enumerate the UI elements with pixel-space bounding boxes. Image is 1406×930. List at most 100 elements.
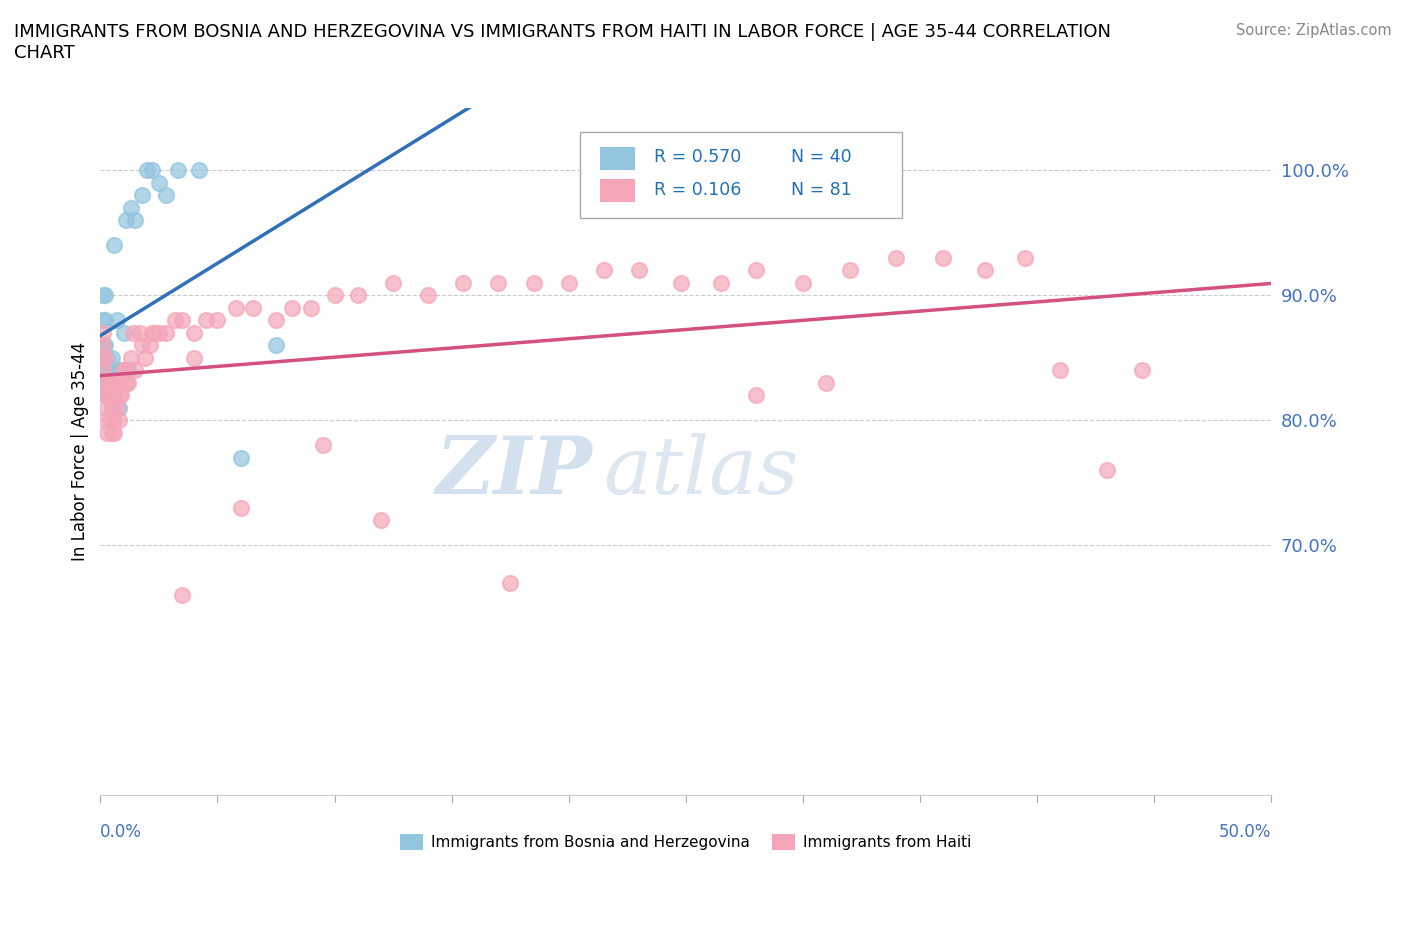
Text: IMMIGRANTS FROM BOSNIA AND HERZEGOVINA VS IMMIGRANTS FROM HAITI IN LABOR FORCE |: IMMIGRANTS FROM BOSNIA AND HERZEGOVINA V… — [14, 23, 1111, 62]
Point — [101, 376, 124, 391]
Bar — [600, 179, 636, 202]
Point — [110, 363, 132, 378]
Point — [108, 388, 131, 403]
Point — [96, 376, 118, 391]
Point — [165, 313, 187, 328]
Point — [120, 351, 142, 365]
Point — [194, 313, 217, 328]
Point — [281, 300, 304, 315]
Point — [592, 263, 614, 278]
Point — [124, 363, 146, 378]
Point — [105, 313, 128, 328]
Point — [98, 388, 121, 403]
Point — [669, 275, 692, 290]
Point — [183, 326, 205, 340]
Point — [886, 250, 908, 265]
Text: R = 0.570: R = 0.570 — [654, 149, 741, 166]
Point — [94, 376, 117, 391]
Point — [136, 163, 159, 178]
Point — [299, 300, 322, 315]
Point — [115, 213, 138, 228]
Point — [96, 425, 118, 440]
Point — [838, 263, 860, 278]
Text: Source: ZipAtlas.com: Source: ZipAtlas.com — [1236, 23, 1392, 38]
Point — [1130, 363, 1153, 378]
Point — [91, 313, 114, 328]
Point — [96, 401, 118, 416]
Text: 50.0%: 50.0% — [1219, 823, 1271, 841]
Point — [172, 313, 194, 328]
Text: R = 0.106: R = 0.106 — [654, 180, 741, 199]
Bar — [600, 147, 636, 170]
Point — [148, 326, 170, 340]
Point — [96, 388, 118, 403]
Point — [229, 500, 252, 515]
Point — [225, 300, 247, 315]
Point — [792, 275, 814, 290]
Point — [98, 413, 121, 428]
Point — [103, 238, 125, 253]
Point — [486, 275, 509, 290]
Point — [94, 376, 117, 391]
Point — [101, 351, 124, 365]
Point — [138, 338, 160, 352]
Point — [94, 313, 117, 328]
Point — [974, 263, 997, 278]
Point — [312, 438, 335, 453]
Point — [207, 313, 229, 328]
Point — [115, 376, 138, 391]
Point — [94, 288, 117, 303]
Point — [103, 388, 125, 403]
Point — [91, 363, 114, 378]
Point — [166, 163, 188, 178]
Point — [710, 275, 733, 290]
Point — [124, 213, 146, 228]
Text: N = 40: N = 40 — [792, 149, 852, 166]
Text: 0.0%: 0.0% — [100, 823, 142, 841]
Point — [183, 351, 205, 365]
Y-axis label: In Labor Force | Age 35-44: In Labor Force | Age 35-44 — [72, 342, 89, 561]
Point — [94, 363, 117, 378]
Point — [98, 363, 121, 378]
Point — [91, 338, 114, 352]
Point — [112, 363, 135, 378]
Text: N = 81: N = 81 — [792, 180, 852, 199]
Point — [141, 326, 163, 340]
Point — [94, 351, 117, 365]
Point — [103, 425, 125, 440]
Point — [932, 250, 955, 265]
Point — [382, 275, 405, 290]
Point — [148, 176, 170, 191]
Point — [1049, 363, 1071, 378]
Point — [370, 513, 392, 528]
Point — [96, 363, 118, 378]
Point — [627, 263, 650, 278]
Point — [117, 376, 139, 391]
Point — [101, 425, 124, 440]
Point — [347, 288, 370, 303]
Point — [129, 326, 152, 340]
Point — [94, 388, 117, 403]
Point — [94, 413, 117, 428]
Text: ZIP: ZIP — [436, 433, 592, 511]
Point — [91, 351, 114, 365]
Point — [323, 288, 346, 303]
FancyBboxPatch shape — [581, 132, 903, 218]
Point — [745, 263, 768, 278]
Point — [105, 376, 128, 391]
Point — [557, 275, 579, 290]
Point — [108, 401, 131, 416]
Point — [242, 300, 264, 315]
Point — [96, 376, 118, 391]
Point — [117, 363, 139, 378]
Point — [815, 376, 838, 391]
Point — [1095, 463, 1118, 478]
Point — [101, 401, 124, 416]
Point — [91, 351, 114, 365]
Point — [264, 338, 287, 352]
Point — [108, 376, 131, 391]
Text: atlas: atlas — [603, 433, 799, 511]
Point — [522, 275, 544, 290]
Point — [1014, 250, 1036, 265]
Point — [101, 401, 124, 416]
